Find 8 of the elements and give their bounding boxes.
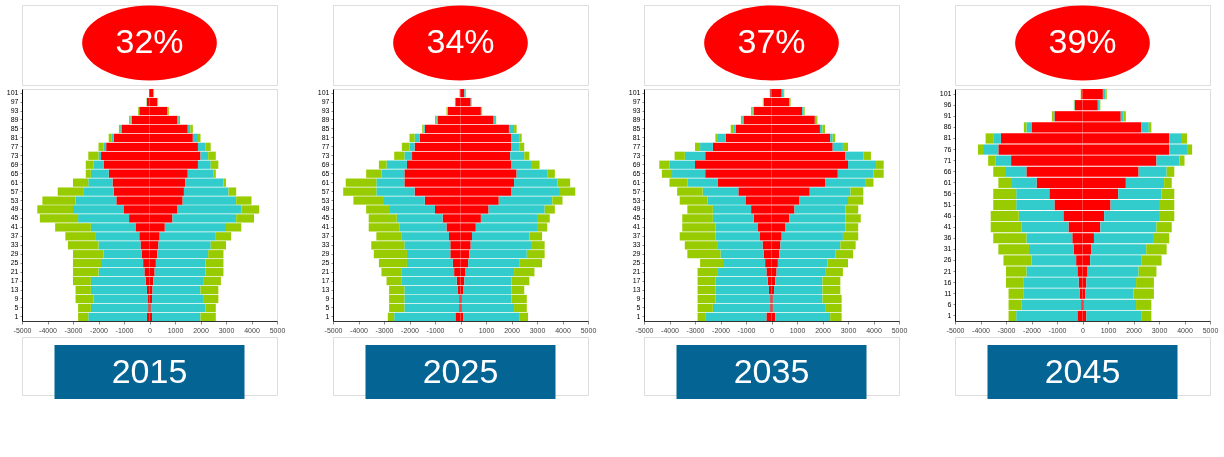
x-axis-title: 2015 <box>111 352 188 390</box>
chart-title: 32% <box>115 22 184 60</box>
chart-title: 37% <box>737 22 806 60</box>
x-axis-title: 2045 <box>1044 352 1121 390</box>
chart-title: 39% <box>1048 22 1117 60</box>
chart-title: 34% <box>426 22 495 60</box>
x-axis-title: 2025 <box>422 352 499 390</box>
x-axis-title: 2035 <box>733 352 810 390</box>
